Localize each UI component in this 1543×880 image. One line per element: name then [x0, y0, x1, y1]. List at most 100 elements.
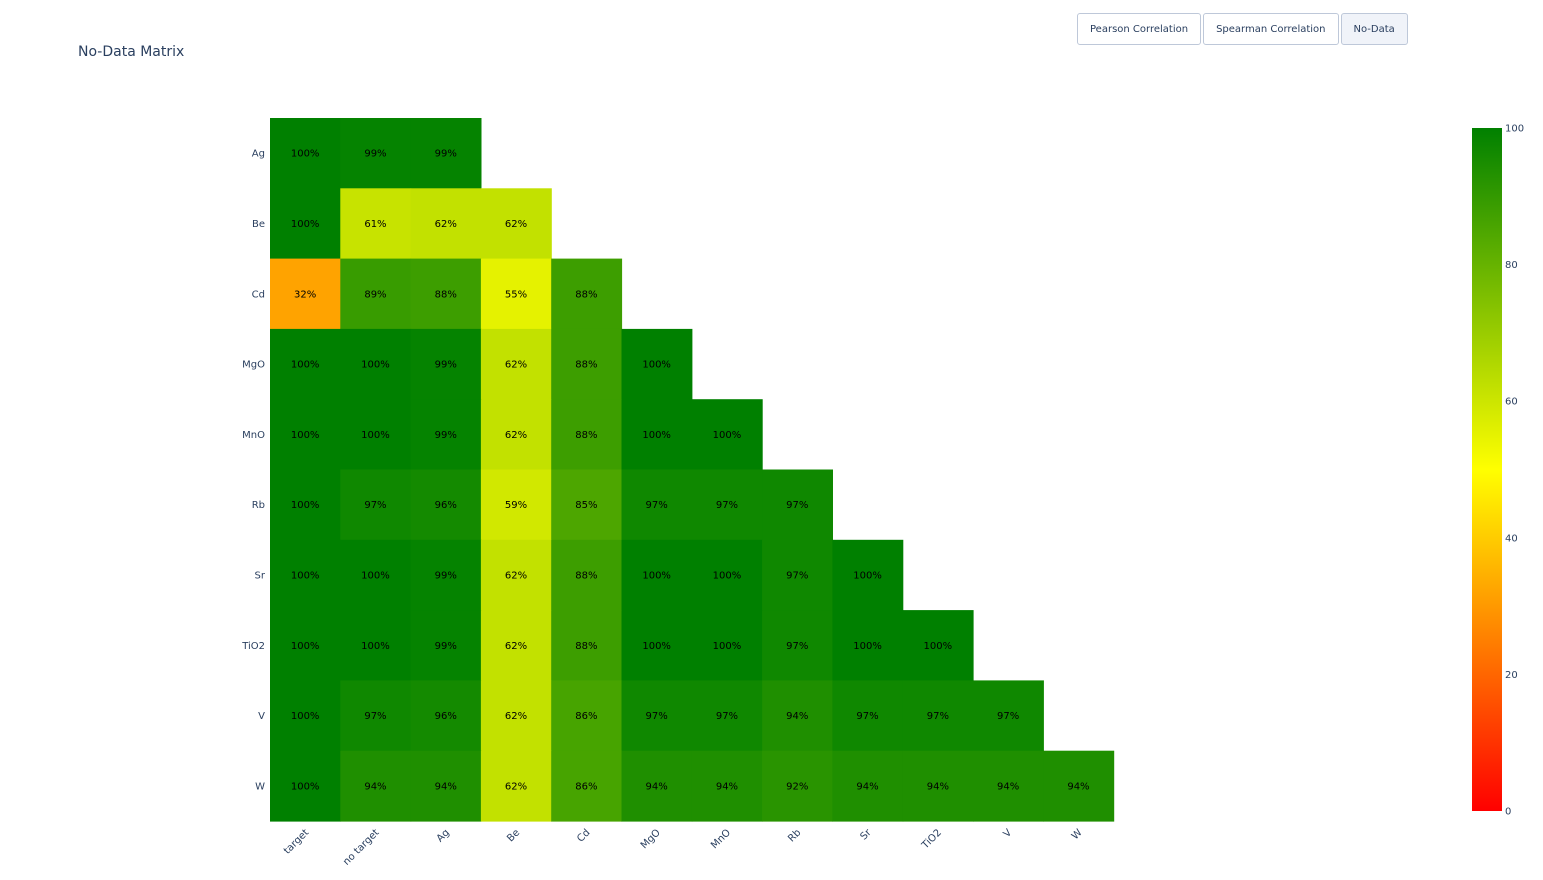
heatmap-cell: [270, 258, 341, 330]
cell-value-label: 100%: [291, 641, 320, 652]
cell-value-label: 97%: [997, 711, 1019, 722]
cell-value-label: 92%: [786, 781, 808, 792]
heatmap-cell: [410, 118, 482, 189]
cell-value-label: 94%: [997, 781, 1019, 792]
heatmap-cell: [832, 610, 904, 681]
heatmap-cell: [340, 539, 412, 611]
y-tick-label: V: [258, 711, 265, 722]
cell-value-label: 89%: [364, 289, 386, 300]
x-tick-label: Cd: [575, 827, 592, 844]
heatmap-cell: [410, 328, 482, 400]
heatmap-cell: [270, 188, 341, 260]
heatmap-cell: [270, 610, 341, 681]
heatmap-cell: [480, 399, 552, 471]
heatmap-cell: [973, 680, 1044, 752]
cell-value-label: 97%: [716, 711, 738, 722]
cell-value-label: 100%: [291, 430, 320, 441]
cell-value-label: 86%: [575, 711, 597, 722]
heatmap-cell: [621, 610, 693, 681]
cell-value-label: 62%: [505, 711, 527, 722]
pearson-correlation-button[interactable]: Pearson Correlation: [1077, 13, 1202, 45]
heatmap-cell: [410, 539, 482, 611]
cell-value-label: 100%: [713, 641, 742, 652]
heatmap-cell: [340, 750, 412, 822]
heatmap-cell: [340, 610, 412, 681]
heatmap-cell: [762, 680, 833, 752]
no-data-button[interactable]: No-Data: [1340, 13, 1408, 45]
x-tick-label: Ag: [435, 827, 452, 844]
colorbar-tick-label: 80: [1505, 260, 1518, 271]
heatmap-cell: [551, 680, 623, 752]
cell-value-label: 32%: [294, 289, 316, 300]
heatmap-cell: [762, 610, 833, 681]
cell-value-label: 96%: [435, 711, 457, 722]
spearman-correlation-button[interactable]: Spearman Correlation: [1203, 13, 1339, 45]
y-axis-ticks: Ag Be Cd MgO MnO Rb Sr TiO2 V W: [241, 149, 266, 793]
colorbar-tick-label: 100: [1505, 124, 1524, 135]
chart-title: No-Data Matrix: [78, 44, 185, 60]
heatmap-cell: [480, 680, 552, 752]
cell-value-label: 100%: [291, 149, 320, 160]
cell-value-label: 97%: [786, 641, 808, 652]
cell-value-label: 100%: [361, 430, 390, 441]
cell-value-label: 100%: [291, 781, 320, 792]
x-tick-label: Be: [505, 827, 522, 844]
cell-value-label: 88%: [435, 289, 457, 300]
heatmap-cell: [762, 750, 833, 822]
cell-value-label: 85%: [575, 500, 597, 511]
x-tick-label: W: [1070, 827, 1085, 842]
heatmap-cell: [410, 469, 482, 541]
heatmap-cell: [340, 188, 412, 260]
cell-value-label: 99%: [435, 360, 457, 371]
heatmap-cell: [410, 680, 482, 752]
heatmap-cell: [762, 539, 833, 611]
y-tick-label: MnO: [242, 430, 265, 441]
cell-value-label: 94%: [1067, 781, 1089, 792]
heatmap-cell: [480, 469, 552, 541]
heatmap-cell: [270, 469, 341, 541]
heatmap-cell: [551, 469, 623, 541]
x-tick-label: Sr: [858, 827, 874, 843]
cell-value-label: 62%: [505, 219, 527, 230]
cell-value-label: 62%: [505, 781, 527, 792]
cell-value-label: 55%: [505, 289, 527, 300]
heatmap-cell: [551, 750, 623, 822]
cell-value-label: 94%: [786, 711, 808, 722]
colorbar-tick-label: 20: [1505, 670, 1518, 681]
x-tick-label: MnO: [709, 827, 733, 851]
heatmap-cell: [270, 750, 341, 822]
heatmap-cell: [832, 539, 904, 611]
y-tick-label: TiO2: [241, 641, 265, 652]
x-tick-label: MgO: [639, 827, 663, 851]
heatmap-cell: [270, 118, 341, 189]
cell-value-label: 62%: [505, 360, 527, 371]
heatmap-cell: [832, 680, 904, 752]
heatmap-cell: [340, 328, 412, 400]
heatmap-cell: [410, 750, 482, 822]
y-tick-label: Cd: [252, 289, 265, 300]
x-tick-label: V: [1002, 827, 1015, 840]
cell-value-label: 94%: [364, 781, 386, 792]
y-tick-label: Be: [252, 219, 265, 230]
heatmap-cell: [762, 469, 833, 541]
cell-value-label: 100%: [642, 360, 671, 371]
cell-value-label: 100%: [361, 570, 390, 581]
colorbar-tick-label: 40: [1505, 533, 1518, 544]
heatmap-cell: [340, 399, 412, 471]
heatmap-cell: [691, 469, 763, 541]
cell-value-label: 100%: [642, 430, 671, 441]
cell-value-label: 94%: [716, 781, 738, 792]
x-tick-label: no target: [341, 827, 381, 867]
heatmap-cells: 100% 99% 99% 100% 61% 62% 62% 32% 89% 88% 55% 88% 10…: [270, 118, 1115, 822]
cell-value-label: 100%: [642, 570, 671, 581]
heatmap-cell: [551, 539, 623, 611]
heatmap-cell: [1043, 750, 1115, 822]
heatmap-cell: [621, 750, 693, 822]
heatmap-cell: [480, 750, 552, 822]
heatmap-cell: [691, 610, 763, 681]
heatmap-cell: [270, 539, 341, 611]
cell-value-label: 100%: [291, 570, 320, 581]
cell-value-label: 88%: [575, 430, 597, 441]
cell-value-label: 97%: [364, 500, 386, 511]
